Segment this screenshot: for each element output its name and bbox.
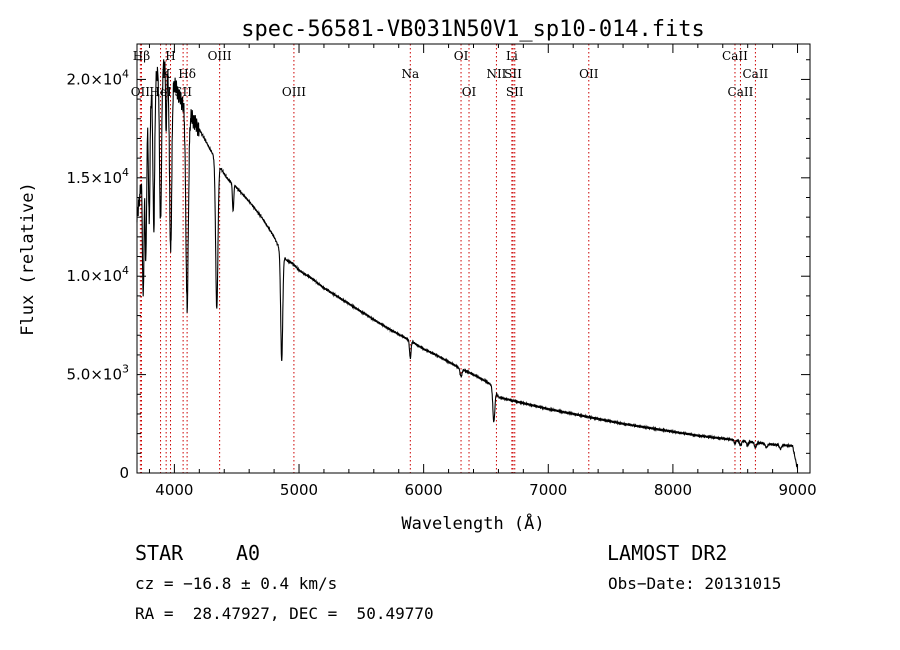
- spectral-line-label: OII: [579, 67, 599, 81]
- y-tick-mantissa: 2.0×10: [66, 70, 122, 88]
- spectral-line-labels: HβOIIKHHeIHδSIIOIIIOIIINaOIOILiNIISIISII…: [131, 49, 769, 99]
- spectrum-line: [136, 59, 799, 469]
- y-axis-label: Flux (relative): [18, 182, 38, 336]
- y-tick-label: 1.0×104: [66, 264, 129, 285]
- plot-frame: [136, 43, 811, 474]
- x-tick-label: 4000: [155, 481, 193, 499]
- x-tick-label: 8000: [654, 481, 692, 499]
- spectral-line-label: Na: [401, 67, 419, 81]
- spectral-line-label: OIII: [208, 49, 232, 63]
- spectral-line-label: SII: [506, 85, 524, 99]
- spectral-line-label: CaII: [728, 85, 754, 99]
- y-tick-label: 2.0×104: [66, 67, 129, 88]
- spectral-line-label: SII: [504, 67, 522, 81]
- object-type: STAR: [135, 541, 184, 565]
- spectral-line-label: OII: [131, 85, 151, 99]
- y-tick-mantissa: 1.0×10: [66, 267, 122, 285]
- y-tick-exponent: 4: [122, 67, 129, 80]
- y-tick-exponent: 4: [122, 264, 129, 277]
- spectral-line-label: K: [162, 67, 172, 81]
- spectral-line-label: OIII: [282, 85, 306, 99]
- redshift-cz: cz = −16.8 ± 0.4 km/s: [135, 574, 338, 593]
- y-tick-mantissa: 0: [119, 464, 129, 482]
- spectral-line-label: OI: [462, 85, 477, 99]
- y-tick-label: 5.0×103: [66, 363, 129, 384]
- chart-title: spec-56581-VB031N50V1_sp10-014.fits: [241, 17, 705, 42]
- x-axis-ticks: 4000 5000 6000 7000 8000 9000: [148, 44, 817, 499]
- spectral-line-label: CaII: [722, 49, 748, 63]
- spectral-line-label: OI: [454, 49, 469, 63]
- spectral-line-label: NII: [486, 67, 506, 81]
- x-tick-label: 6000: [405, 481, 443, 499]
- y-tick-label: 0: [119, 464, 129, 482]
- y-tick-exponent: 3: [122, 363, 129, 376]
- survey-name: LAMOST DR2: [607, 541, 728, 565]
- x-tick-label: 9000: [778, 481, 816, 499]
- spectral-line-label: CaII: [742, 67, 768, 81]
- x-tick-label: 7000: [529, 481, 567, 499]
- coordinates: RA = 28.47927, DEC = 50.49770: [135, 604, 434, 623]
- y-tick-label: 1.5×104: [66, 166, 129, 187]
- spectral-line-label: Li: [506, 49, 518, 63]
- spectral-subclass: A0: [236, 541, 261, 565]
- y-tick-mantissa: 1.5×10: [66, 169, 122, 187]
- x-axis-label: Wavelength (Å): [401, 512, 544, 534]
- y-tick-exponent: 4: [122, 166, 129, 179]
- spectral-line-label: H: [165, 49, 175, 63]
- spectral-line-markers: [139, 44, 756, 473]
- spectral-line-label: HeI: [149, 85, 172, 99]
- y-tick-mantissa: 5.0×10: [66, 366, 122, 384]
- observation-date: Obs−Date: 20131015: [608, 574, 782, 593]
- spectral-line-label: Hδ: [178, 67, 196, 81]
- x-tick-label: 5000: [280, 481, 318, 499]
- spectral-line-label: Hβ: [133, 49, 150, 63]
